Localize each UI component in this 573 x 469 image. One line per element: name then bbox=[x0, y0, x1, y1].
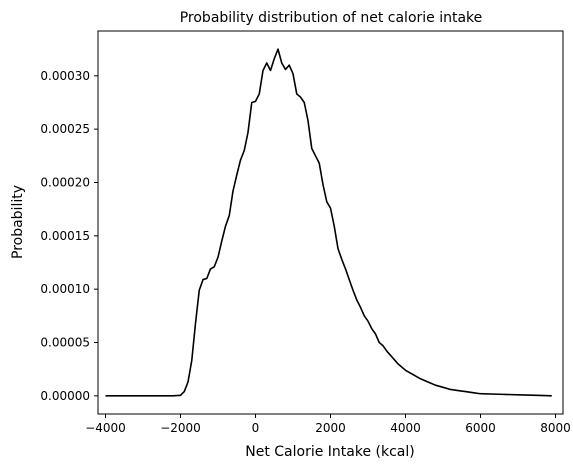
y-tick-label: 0.00030 bbox=[40, 69, 90, 83]
y-tick-label: 0.00005 bbox=[40, 336, 90, 350]
x-tick-label: −2000 bbox=[160, 421, 201, 435]
y-tick-label: 0.00015 bbox=[40, 229, 90, 243]
y-tick-label: 0.00025 bbox=[40, 122, 90, 136]
distribution-line bbox=[105, 48, 552, 397]
y-axis-label: Probability bbox=[10, 185, 26, 259]
y-tick-label: 0.00020 bbox=[40, 175, 90, 189]
line-layer bbox=[105, 48, 552, 397]
x-tick-label: 8000 bbox=[540, 421, 571, 435]
x-tick-label: 0 bbox=[252, 421, 260, 435]
ticks-layer: −4000 −2000 0 2000 4000 6000 8000 0.00000 0.0000… bbox=[40, 69, 570, 435]
x-tick-label: 2000 bbox=[315, 421, 346, 435]
plot-frame bbox=[97, 30, 564, 415]
y-tick-label: 0.00010 bbox=[40, 282, 90, 296]
x-tick-label: −4000 bbox=[85, 421, 126, 435]
y-tick-label: 0.00000 bbox=[40, 389, 90, 403]
x-axis-label: Net Calorie Intake (kcal) bbox=[245, 444, 414, 460]
x-tick-label: 6000 bbox=[465, 421, 496, 435]
x-tick-label: 4000 bbox=[390, 421, 421, 435]
chart-title: Probability distribution of net calorie … bbox=[180, 10, 483, 26]
